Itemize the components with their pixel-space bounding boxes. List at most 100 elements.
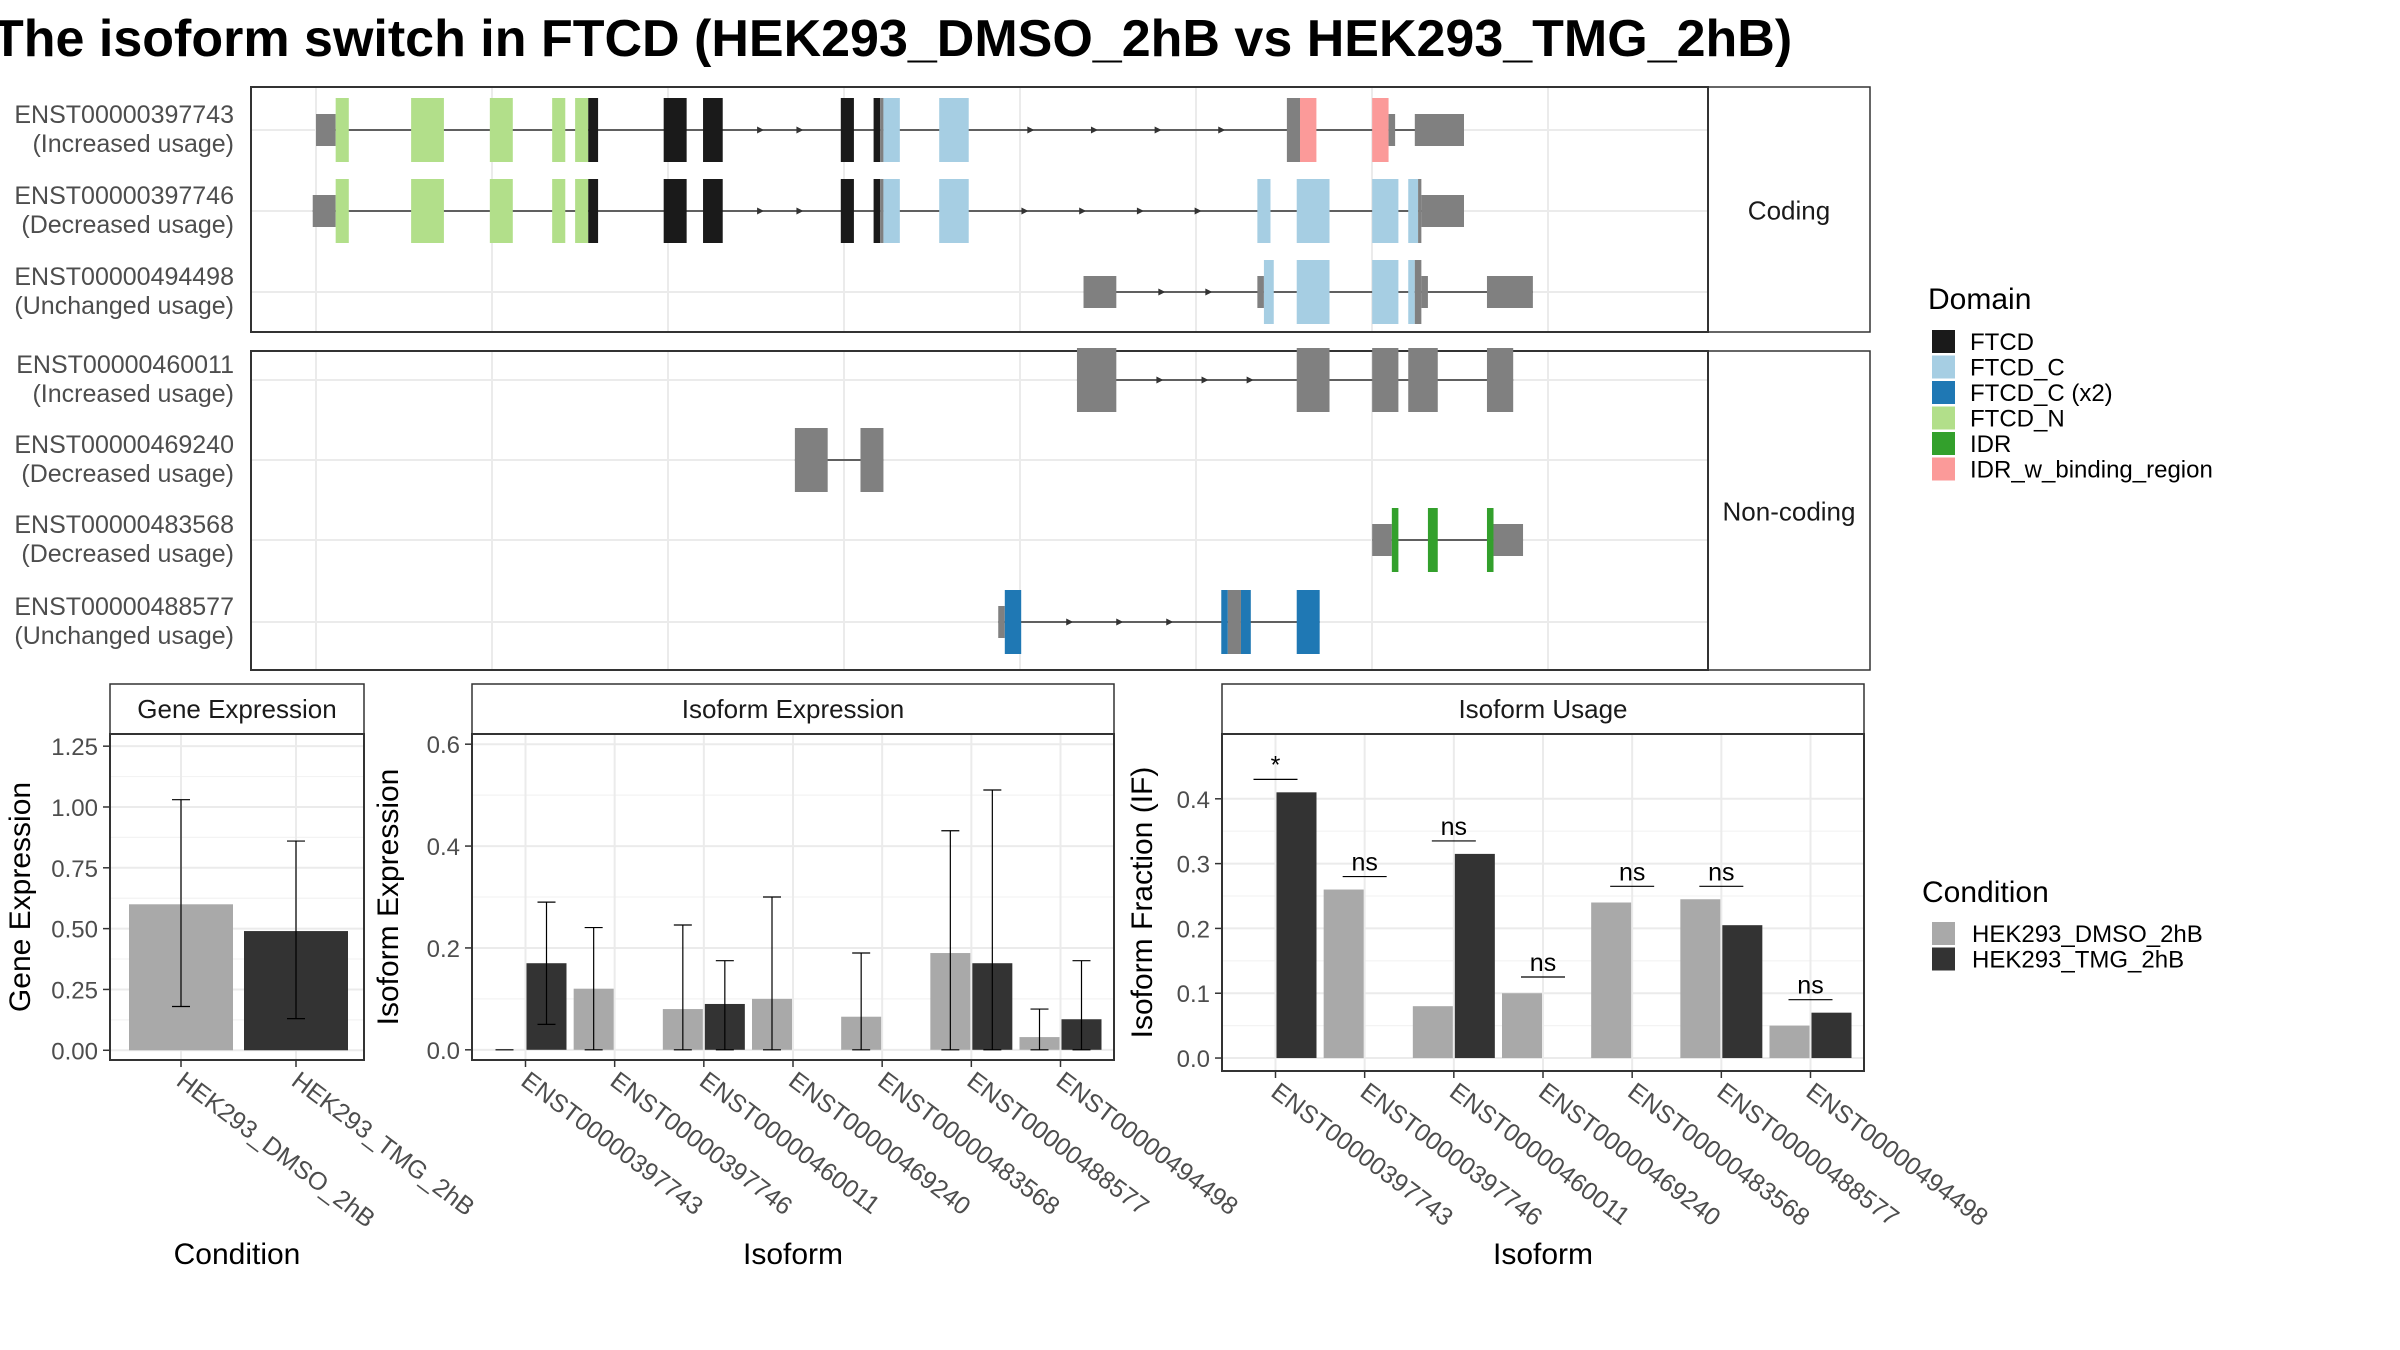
- exon-block: [1372, 179, 1399, 243]
- transcript-row: ENST00000469240(Decreased usage): [14, 428, 884, 492]
- y-tick-label: 0.00: [51, 1038, 98, 1065]
- figure-title: The isoform switch in FTCD (HEK293_DMSO_…: [0, 10, 1792, 68]
- exon-block: [703, 179, 723, 243]
- strand-arrow: [1201, 376, 1209, 384]
- exon-block: [939, 179, 969, 243]
- bar-dmso: [1502, 993, 1542, 1059]
- exon-block: [588, 179, 599, 243]
- x-axis-title: Condition: [174, 1238, 301, 1271]
- strand-arrow: [1090, 126, 1098, 134]
- y-axis-title: Gene Expression: [4, 782, 37, 1012]
- exon-block: [1221, 590, 1228, 654]
- exon-block: [1418, 179, 1422, 243]
- exon-block: [1372, 524, 1392, 556]
- y-axis-title: Isoform Fraction (IF): [1126, 767, 1159, 1039]
- strand-arrow: [1158, 288, 1166, 296]
- exon-block: [883, 98, 900, 162]
- exon-block: [703, 98, 723, 162]
- panel-strip-title: Isoform Usage: [1458, 694, 1627, 724]
- isoform-usage-chart: Isoform Usage 0.0 0.1 0.2 0.3 0.4 * ns ns ns ns ns n…: [1126, 683, 1993, 1271]
- facet-border: [250, 86, 1709, 333]
- exon-block: [1240, 590, 1251, 654]
- y-tick-label: 0.2: [427, 936, 460, 963]
- condition-legend-label: HEK293_TMG_2hB: [1972, 947, 2184, 974]
- exon-block: [335, 179, 349, 243]
- panel-strip: [1221, 683, 1865, 735]
- exon-block: [1296, 260, 1330, 324]
- y-tick-label: 1.25: [51, 734, 98, 761]
- facet-border: [250, 350, 1709, 671]
- significance-label: ns: [1530, 949, 1556, 977]
- facet-strip: [1707, 350, 1871, 671]
- transcript-usage-label: (Unchanged usage): [14, 292, 234, 320]
- exon-block: [1083, 276, 1117, 308]
- transcript-row: ENST00000483568(Decreased usage): [14, 508, 1524, 572]
- facet-strip-label: Non-coding: [1723, 497, 1856, 527]
- transcript-row: ENST00000494498(Unchanged usage): [14, 260, 1533, 324]
- bar-dmso: [1769, 1025, 1810, 1059]
- y-tick-label: 0.6: [427, 732, 460, 759]
- bar-dmso: [1680, 899, 1721, 1059]
- exon-block: [1300, 98, 1317, 162]
- condition-legend-title: Condition: [1922, 876, 2049, 909]
- transcript-usage-label: (Decreased usage): [21, 211, 234, 239]
- y-tick-label: 1.00: [51, 795, 98, 822]
- strand-arrow: [1021, 207, 1029, 215]
- transcript-usage-label: (Increased usage): [32, 130, 234, 158]
- isoform-expression-chart: Isoform Expression0.00.20.40.6ENST000003…: [372, 683, 1243, 1271]
- condition-legend-label: HEK293_DMSO_2hB: [1972, 921, 2203, 948]
- transcript-id-label: ENST00000483568: [14, 511, 234, 539]
- domain-legend-swatch: [1932, 406, 1955, 430]
- exon-block: [411, 98, 444, 162]
- y-tick-label: 0.25: [51, 977, 98, 1004]
- domain-legend-swatch: [1932, 457, 1955, 481]
- transcript-row: ENST00000397743(Increased usage): [14, 98, 1464, 162]
- exon-block: [552, 179, 566, 243]
- exon-block: [312, 195, 336, 227]
- exon-block: [840, 98, 854, 162]
- panel-strip-title: Isoform Expression: [682, 694, 905, 724]
- strand-arrow: [1079, 207, 1087, 215]
- exon-block: [663, 179, 687, 243]
- exon-block: [316, 114, 336, 146]
- bar-tmg: [1722, 925, 1763, 1059]
- exon-block: [552, 98, 566, 162]
- exon-block: [873, 98, 881, 162]
- x-tick-label: HEK293_TMG_2hB: [286, 1066, 479, 1221]
- exon-block: [663, 98, 687, 162]
- exon-block: [1257, 179, 1271, 243]
- plot-border: [109, 733, 365, 1061]
- x-axis-title: Isoform: [743, 1238, 843, 1271]
- exon-block: [1408, 179, 1419, 243]
- exon-block: [489, 179, 513, 243]
- y-tick-label: 0.4: [1177, 787, 1210, 814]
- strand-arrow: [757, 207, 765, 215]
- transcript-row: ENST00000460011(Increased usage): [16, 348, 1514, 412]
- condition-legend-swatch: [1932, 922, 1955, 945]
- exon-block: [1414, 114, 1464, 146]
- y-tick-label: 0.50: [51, 917, 98, 944]
- y-tick-label: 0.3: [1177, 852, 1210, 879]
- domain-legend-swatch: [1932, 355, 1955, 379]
- transcript-id-label: ENST00000469240: [14, 431, 234, 459]
- domain-legend-label: FTCD_N: [1970, 406, 2065, 433]
- y-tick-label: 0.0: [1177, 1046, 1210, 1073]
- exon-block: [1286, 98, 1300, 162]
- transcript-row: ENST00000397746(Decreased usage): [14, 179, 1464, 243]
- significance-label: ns: [1797, 972, 1823, 1000]
- exon-block: [335, 98, 349, 162]
- exon-block: [1372, 260, 1399, 324]
- exon-block: [1427, 508, 1438, 572]
- exon-block: [998, 606, 1005, 638]
- exon-block: [1408, 260, 1415, 324]
- exon-block: [588, 98, 599, 162]
- transcript-usage-label: (Unchanged usage): [14, 622, 234, 650]
- transcript-usage-label: (Decreased usage): [21, 460, 234, 488]
- y-axis-title: Isoform Expression: [372, 769, 405, 1026]
- panel-strip-title: Gene Expression: [137, 694, 336, 724]
- transcript-row: ENST00000488577(Unchanged usage): [14, 590, 1320, 654]
- exon-block: [575, 98, 589, 162]
